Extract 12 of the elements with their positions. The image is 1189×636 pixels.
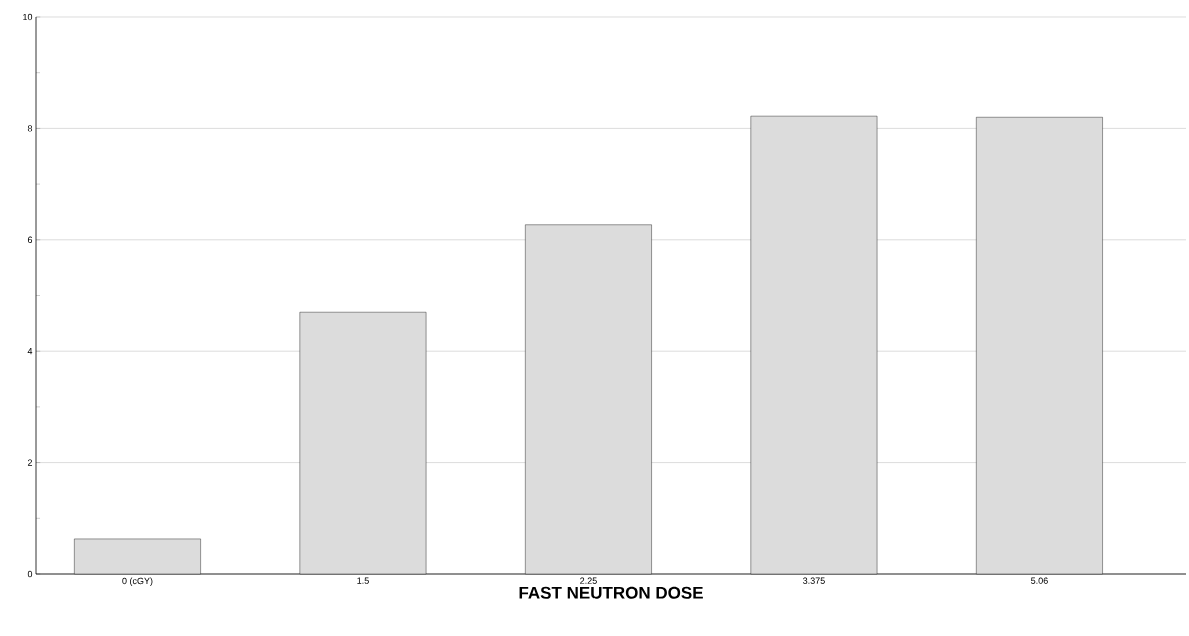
- y-tick-label: 10: [23, 13, 33, 21]
- x-tick-label: 2.25: [580, 577, 597, 584]
- x-axis-title: FAST NEUTRON DOSE: [519, 586, 703, 599]
- y-tick-label: 4: [27, 348, 33, 355]
- y-tick-label: 2: [27, 459, 33, 466]
- x-tick-label: 0 (cGY): [122, 577, 153, 586]
- y-tick-label: 8: [27, 125, 33, 132]
- y-tick-label: 0: [27, 570, 33, 578]
- x-tick-label: 1.5: [357, 577, 369, 584]
- x-tick-label: 5.06: [1031, 577, 1048, 584]
- y-tick-label: 6: [27, 236, 33, 243]
- x-tick-label: 3.375: [803, 577, 825, 584]
